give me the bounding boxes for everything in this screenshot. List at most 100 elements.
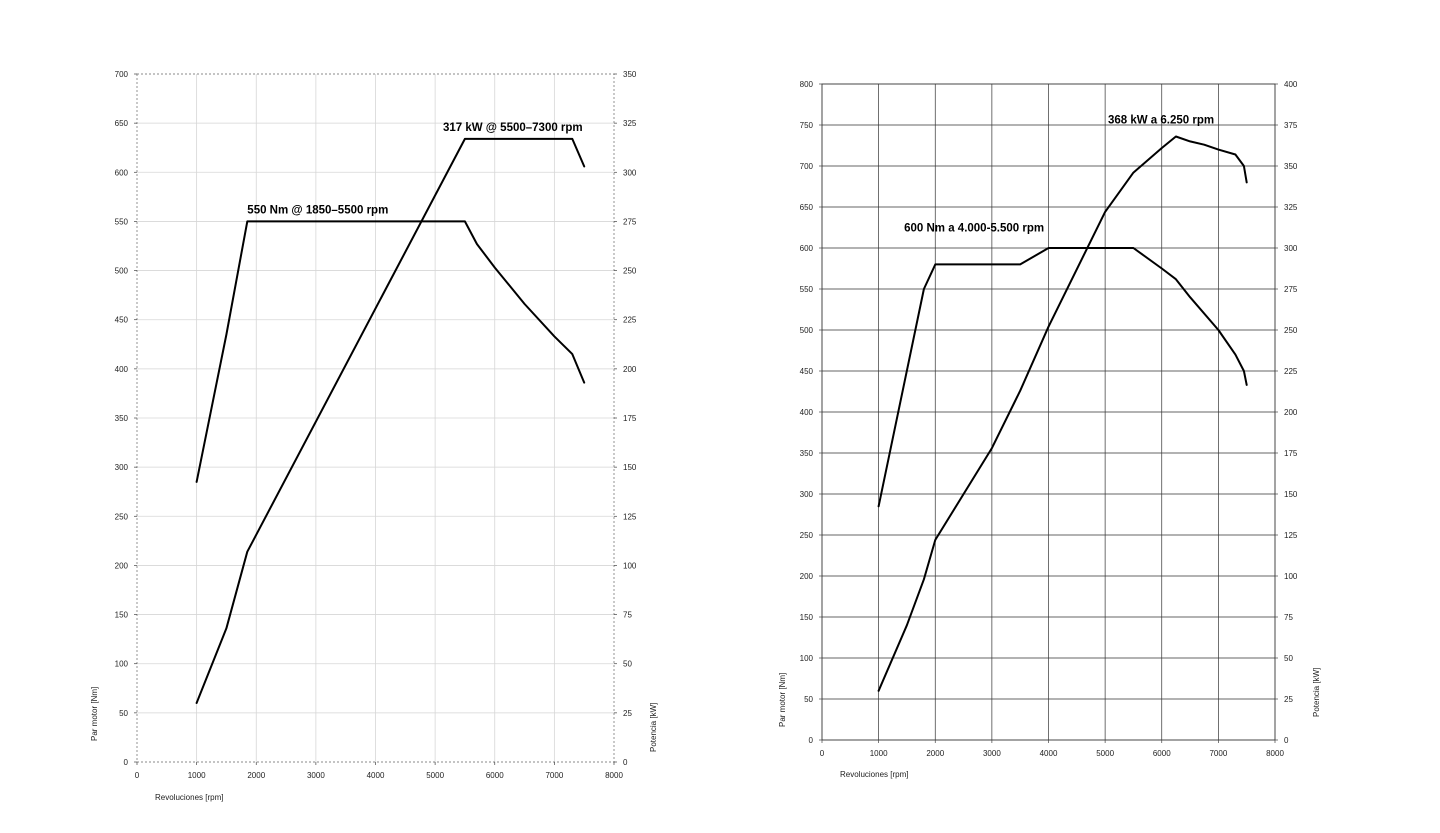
y-left-tick-label: 200 — [115, 561, 129, 570]
annotation-label: 317 kW @ 5500–7300 rpm — [443, 122, 583, 134]
y-right-tick-label: 150 — [623, 463, 637, 472]
y-right-tick-label: 0 — [623, 758, 628, 767]
y-left-tick-label: 750 — [800, 121, 814, 130]
x-tick-label: 5000 — [426, 771, 444, 780]
y-right-tick-label: 175 — [1284, 449, 1298, 458]
y-left-tick-label: 100 — [115, 660, 129, 669]
y-right-tick-label: 50 — [623, 660, 632, 669]
y-right-tick-label: 325 — [623, 119, 637, 128]
y-right-tick-label: 50 — [1284, 654, 1293, 663]
x-tick-label: 1000 — [188, 771, 206, 780]
y-right-axis-label: Potencia [kW] — [649, 703, 658, 752]
y-left-tick-label: 350 — [800, 449, 814, 458]
power-curve — [195, 137, 586, 704]
y-left-tick-label: 50 — [119, 709, 128, 718]
y-left-tick-label: 600 — [115, 168, 129, 177]
y-left-tick-label: 250 — [800, 531, 814, 540]
y-left-tick-label: 500 — [115, 267, 129, 276]
y-right-tick-label: 150 — [1284, 490, 1298, 499]
x-tick-label: 5000 — [1096, 749, 1114, 758]
y-right-tick-label: 375 — [1284, 121, 1298, 130]
y-right-tick-label: 125 — [623, 512, 637, 521]
y-right-tick-label: 275 — [1284, 285, 1298, 294]
x-tick-label: 7000 — [545, 771, 563, 780]
x-tick-label: 0 — [135, 771, 140, 780]
x-tick-label: 3000 — [983, 749, 1001, 758]
torque-curve — [877, 247, 1248, 508]
y-right-tick-label: 25 — [623, 709, 632, 718]
y-right-tick-label: 225 — [1284, 367, 1298, 376]
y-left-tick-label: 200 — [800, 572, 814, 581]
y-right-tick-label: 250 — [623, 267, 637, 276]
y-right-tick-label: 200 — [623, 365, 637, 374]
y-right-tick-label: 300 — [1284, 244, 1298, 253]
y-left-tick-label: 400 — [115, 365, 129, 374]
y-left-tick-label: 700 — [800, 162, 814, 171]
y-left-tick-label: 150 — [115, 611, 129, 620]
y-left-tick-label: 350 — [115, 414, 129, 423]
y-left-tick-label: 100 — [800, 654, 814, 663]
x-tick-label: 6000 — [486, 771, 504, 780]
x-tick-label: 8000 — [605, 771, 623, 780]
y-right-tick-label: 100 — [1284, 572, 1298, 581]
annotation-label: 368 kW a 6.250 rpm — [1108, 114, 1214, 126]
x-tick-label: 2000 — [247, 771, 265, 780]
y-right-tick-label: 350 — [623, 70, 637, 79]
x-tick-label: 2000 — [926, 749, 944, 758]
y-right-tick-label: 175 — [623, 414, 637, 423]
y-right-tick-label: 25 — [1284, 695, 1293, 704]
y-right-tick-label: 125 — [1284, 531, 1298, 540]
y-left-tick-label: 700 — [115, 70, 129, 79]
x-tick-label: 1000 — [870, 749, 888, 758]
y-left-tick-label: 650 — [800, 203, 814, 212]
y-left-tick-label: 550 — [115, 217, 129, 226]
y-right-tick-label: 300 — [623, 168, 637, 177]
power-curve — [877, 135, 1248, 692]
x-tick-label: 7000 — [1209, 749, 1227, 758]
y-left-tick-label: 650 — [115, 119, 129, 128]
chart-1: 0 1000 2000 3000 4000 5000 6000 7000 80000501001… — [90, 70, 658, 802]
y-left-tick-label: 50 — [804, 695, 813, 704]
y-right-tick-label: 75 — [1284, 613, 1293, 622]
y-left-tick-label: 450 — [115, 316, 129, 325]
y-left-tick-label: 500 — [800, 326, 814, 335]
y-left-tick-label: 400 — [800, 408, 814, 417]
y-left-tick-label: 600 — [800, 244, 814, 253]
y-left-tick-label: 0 — [809, 736, 814, 745]
y-right-tick-label: 400 — [1284, 80, 1298, 89]
y-left-tick-label: 250 — [115, 512, 129, 521]
x-tick-label: 4000 — [367, 771, 385, 780]
y-left-tick-label: 800 — [800, 80, 814, 89]
x-tick-label: 3000 — [307, 771, 325, 780]
y-left-tick-label: 300 — [800, 490, 814, 499]
x-tick-label: 8000 — [1266, 749, 1284, 758]
annotation-label: 550 Nm @ 1850–5500 rpm — [247, 205, 388, 217]
annotation-label: 600 Nm a 4.000-5.500 rpm — [904, 223, 1044, 235]
y-right-tick-label: 225 — [623, 316, 637, 325]
y-right-tick-label: 350 — [1284, 162, 1298, 171]
x-tick-label: 6000 — [1153, 749, 1171, 758]
y-left-tick-label: 150 — [800, 613, 814, 622]
y-left-tick-label: 450 — [800, 367, 814, 376]
y-right-tick-label: 100 — [623, 561, 637, 570]
y-left-axis-label: Par motor [Nm] — [90, 687, 99, 741]
torque-curve — [195, 220, 586, 483]
x-axis-label: Revoluciones [rpm] — [155, 793, 223, 802]
y-right-tick-label: 250 — [1284, 326, 1298, 335]
y-right-axis-label: Potencia [kW] — [1312, 668, 1321, 717]
y-left-tick-label: 300 — [115, 463, 129, 472]
x-tick-label: 4000 — [1040, 749, 1058, 758]
y-right-tick-label: 200 — [1284, 408, 1298, 417]
chart-2: 0 1000 2000 3000 4000 5000 6000 7000 80000501001… — [778, 80, 1321, 779]
y-left-tick-label: 550 — [800, 285, 814, 294]
y-left-tick-label: 0 — [124, 758, 129, 767]
x-axis-label: Revoluciones [rpm] — [840, 770, 908, 779]
y-right-tick-label: 0 — [1284, 736, 1289, 745]
y-left-axis-label: Par motor [Nm] — [778, 673, 787, 727]
y-right-tick-label: 275 — [623, 217, 637, 226]
x-tick-label: 0 — [820, 749, 825, 758]
y-right-tick-label: 325 — [1284, 203, 1298, 212]
y-right-tick-label: 75 — [623, 611, 632, 620]
